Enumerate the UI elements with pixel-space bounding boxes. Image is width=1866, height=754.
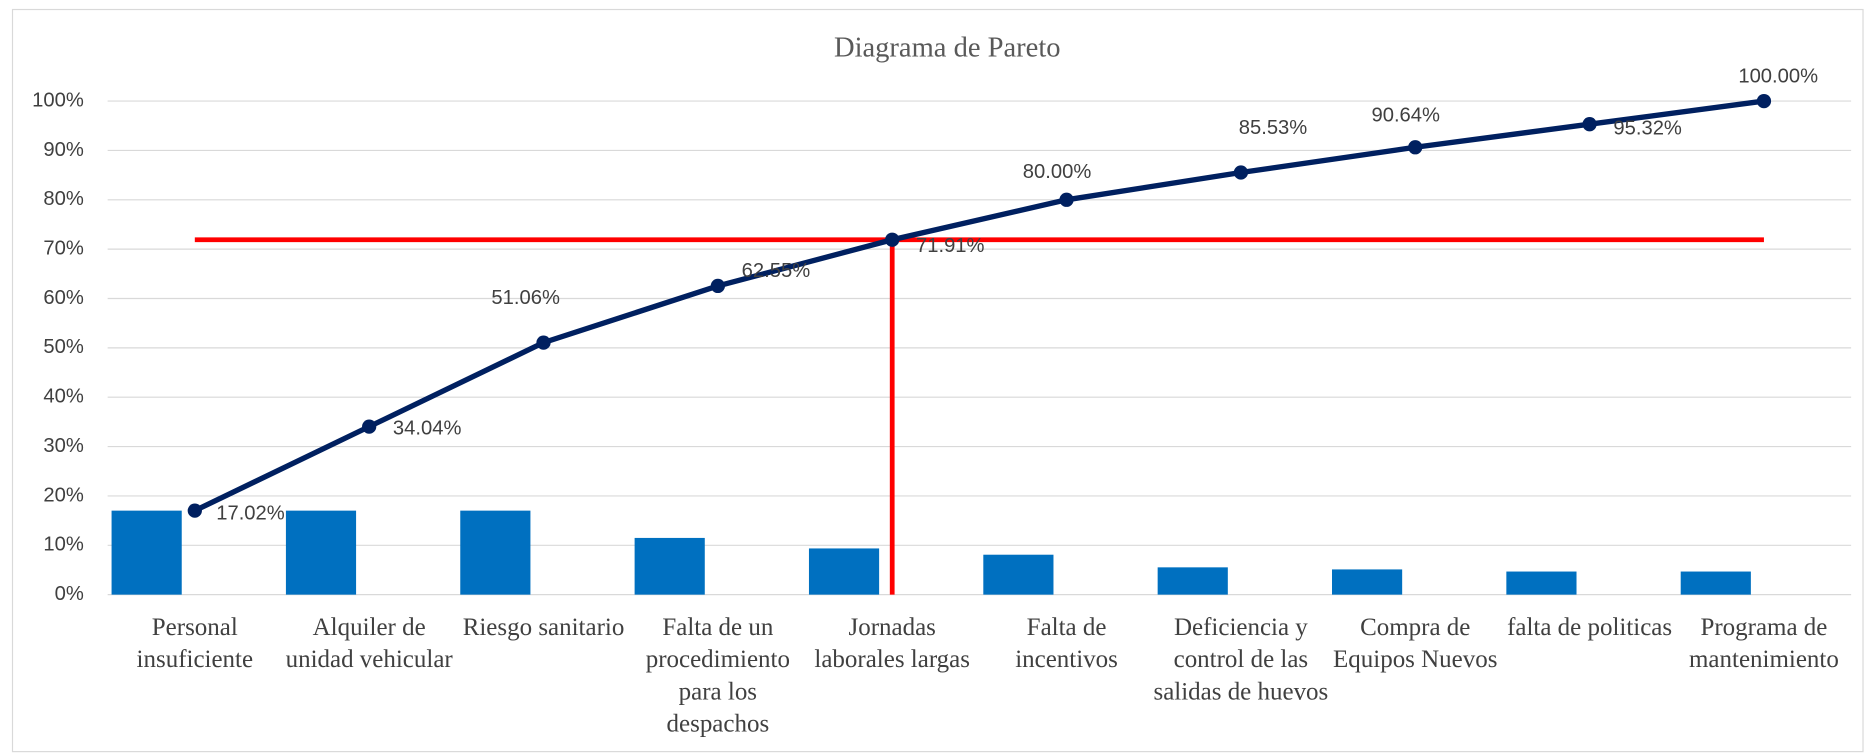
y-tick-label: 30% [43,435,83,457]
x-tick-label-box: Riesgo sanitario [462,612,625,642]
x-tick-label: Riesgo sanitario [462,612,625,642]
x-tick-label: Falta de un procedimiento para los despa… [645,612,790,738]
data-label: 51.06% [491,287,560,309]
point [1408,140,1423,155]
y-tick-label: 20% [43,484,83,506]
point [1756,93,1772,109]
point [187,503,202,518]
data-label: 90.64% [1371,105,1440,127]
x-tick-label: Personal insuficiente [136,612,254,674]
data-label: 71.91% [916,235,985,257]
data-label: 17.02% [216,503,285,525]
y-tick-label: 80% [43,188,83,210]
bar [111,510,182,595]
chart-frame [11,8,1864,753]
x-tick-label-box: Falta de incentivos [1015,612,1118,674]
point [710,278,725,294]
chart-title: Diagrama de Pareto [834,32,1061,63]
data-label: 62.55% [742,260,811,282]
x-tick-label-box: Compra de Equipos Nuevos [1333,612,1498,674]
point [362,419,377,434]
y-tick-label: 40% [43,386,83,408]
point [1582,117,1597,132]
y-tick-label: 90% [43,139,83,161]
bar [983,554,1054,595]
y-tick-label: 0% [55,583,84,605]
point [536,335,551,350]
bar [808,548,880,595]
x-tick-label-box: Programa de mantenimiento [1689,612,1839,674]
point [1059,192,1074,207]
bar [285,510,357,595]
y-tick-label: 50% [43,336,83,358]
x-tick-label-box: Falta de un procedimiento para los despa… [645,612,790,738]
x-tick-label: Jornadas laborales largas [814,612,970,674]
x-tick-label-box: falta de politicas [1507,612,1673,642]
y-tick-label: 100% [32,89,84,111]
y-tick-label: 10% [43,534,83,556]
y-tick-label: 60% [43,287,83,309]
x-tick-label-box: Personal insuficiente [136,612,254,674]
point [885,232,900,247]
x-tick-label: Compra de Equipos Nuevos [1333,612,1498,674]
x-tick-label-box: Jornadas laborales largas [814,612,970,674]
data-label: 100.00% [1738,66,1818,88]
point [1233,165,1249,180]
x-tick-label: falta de politicas [1507,612,1673,642]
data-label: 85.53% [1239,117,1308,139]
bar [634,537,705,595]
bar [460,510,531,595]
bar [1680,571,1751,595]
bar [1157,567,1228,595]
x-tick-label: Alquiler de unidad vehicular [285,612,453,674]
data-label: 34.04% [393,417,462,439]
bar [1332,569,1403,595]
x-tick-label-box: Deficiencia y control de las salidas de … [1153,612,1329,706]
data-label: 80.00% [1023,161,1092,183]
x-tick-label: Programa de mantenimiento [1689,612,1839,674]
x-tick-label-box: Alquiler de unidad vehicular [285,612,453,674]
y-tick-label: 70% [43,237,83,259]
data-label: 95.32% [1613,117,1682,139]
x-tick-label: Deficiencia y control de las salidas de … [1153,612,1329,706]
cumulative-line [193,98,1765,514]
bar [1506,571,1577,595]
x-tick-label: Falta de incentivos [1015,612,1118,674]
